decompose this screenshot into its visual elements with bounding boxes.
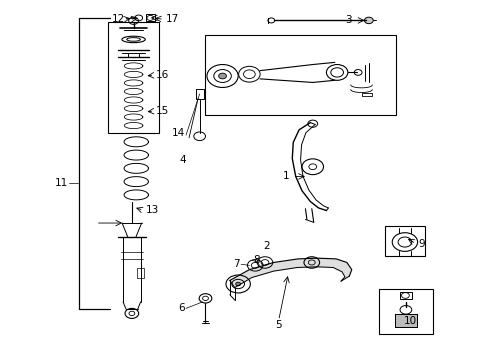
Bar: [361, 93, 371, 96]
Text: 2: 2: [263, 241, 269, 251]
Text: 4: 4: [179, 155, 185, 165]
Bar: [205, 35, 395, 116]
Text: 3: 3: [345, 15, 351, 26]
Bar: [108, 22, 159, 134]
Bar: [394, 314, 416, 327]
Bar: [195, 89, 203, 99]
Text: 8: 8: [253, 255, 259, 265]
Bar: [394, 314, 416, 327]
Text: 7: 7: [232, 259, 239, 269]
Text: 17: 17: [165, 14, 179, 24]
Circle shape: [235, 282, 240, 286]
Text: 14: 14: [171, 129, 184, 138]
Bar: [137, 268, 143, 278]
Bar: [399, 292, 411, 299]
Text: 10: 10: [403, 316, 416, 325]
Text: 9: 9: [417, 239, 424, 249]
Text: 5: 5: [275, 320, 282, 330]
Text: 13: 13: [146, 206, 159, 216]
Polygon shape: [229, 258, 351, 288]
Text: 6: 6: [178, 303, 184, 314]
Text: 16: 16: [156, 70, 169, 80]
Text: 15: 15: [156, 106, 169, 116]
Circle shape: [218, 73, 226, 79]
Text: 1: 1: [282, 171, 289, 181]
Bar: [378, 289, 432, 334]
Bar: [146, 14, 155, 22]
Text: 11: 11: [55, 178, 68, 188]
Bar: [384, 226, 424, 256]
Circle shape: [364, 17, 372, 24]
Text: 12: 12: [112, 14, 125, 24]
